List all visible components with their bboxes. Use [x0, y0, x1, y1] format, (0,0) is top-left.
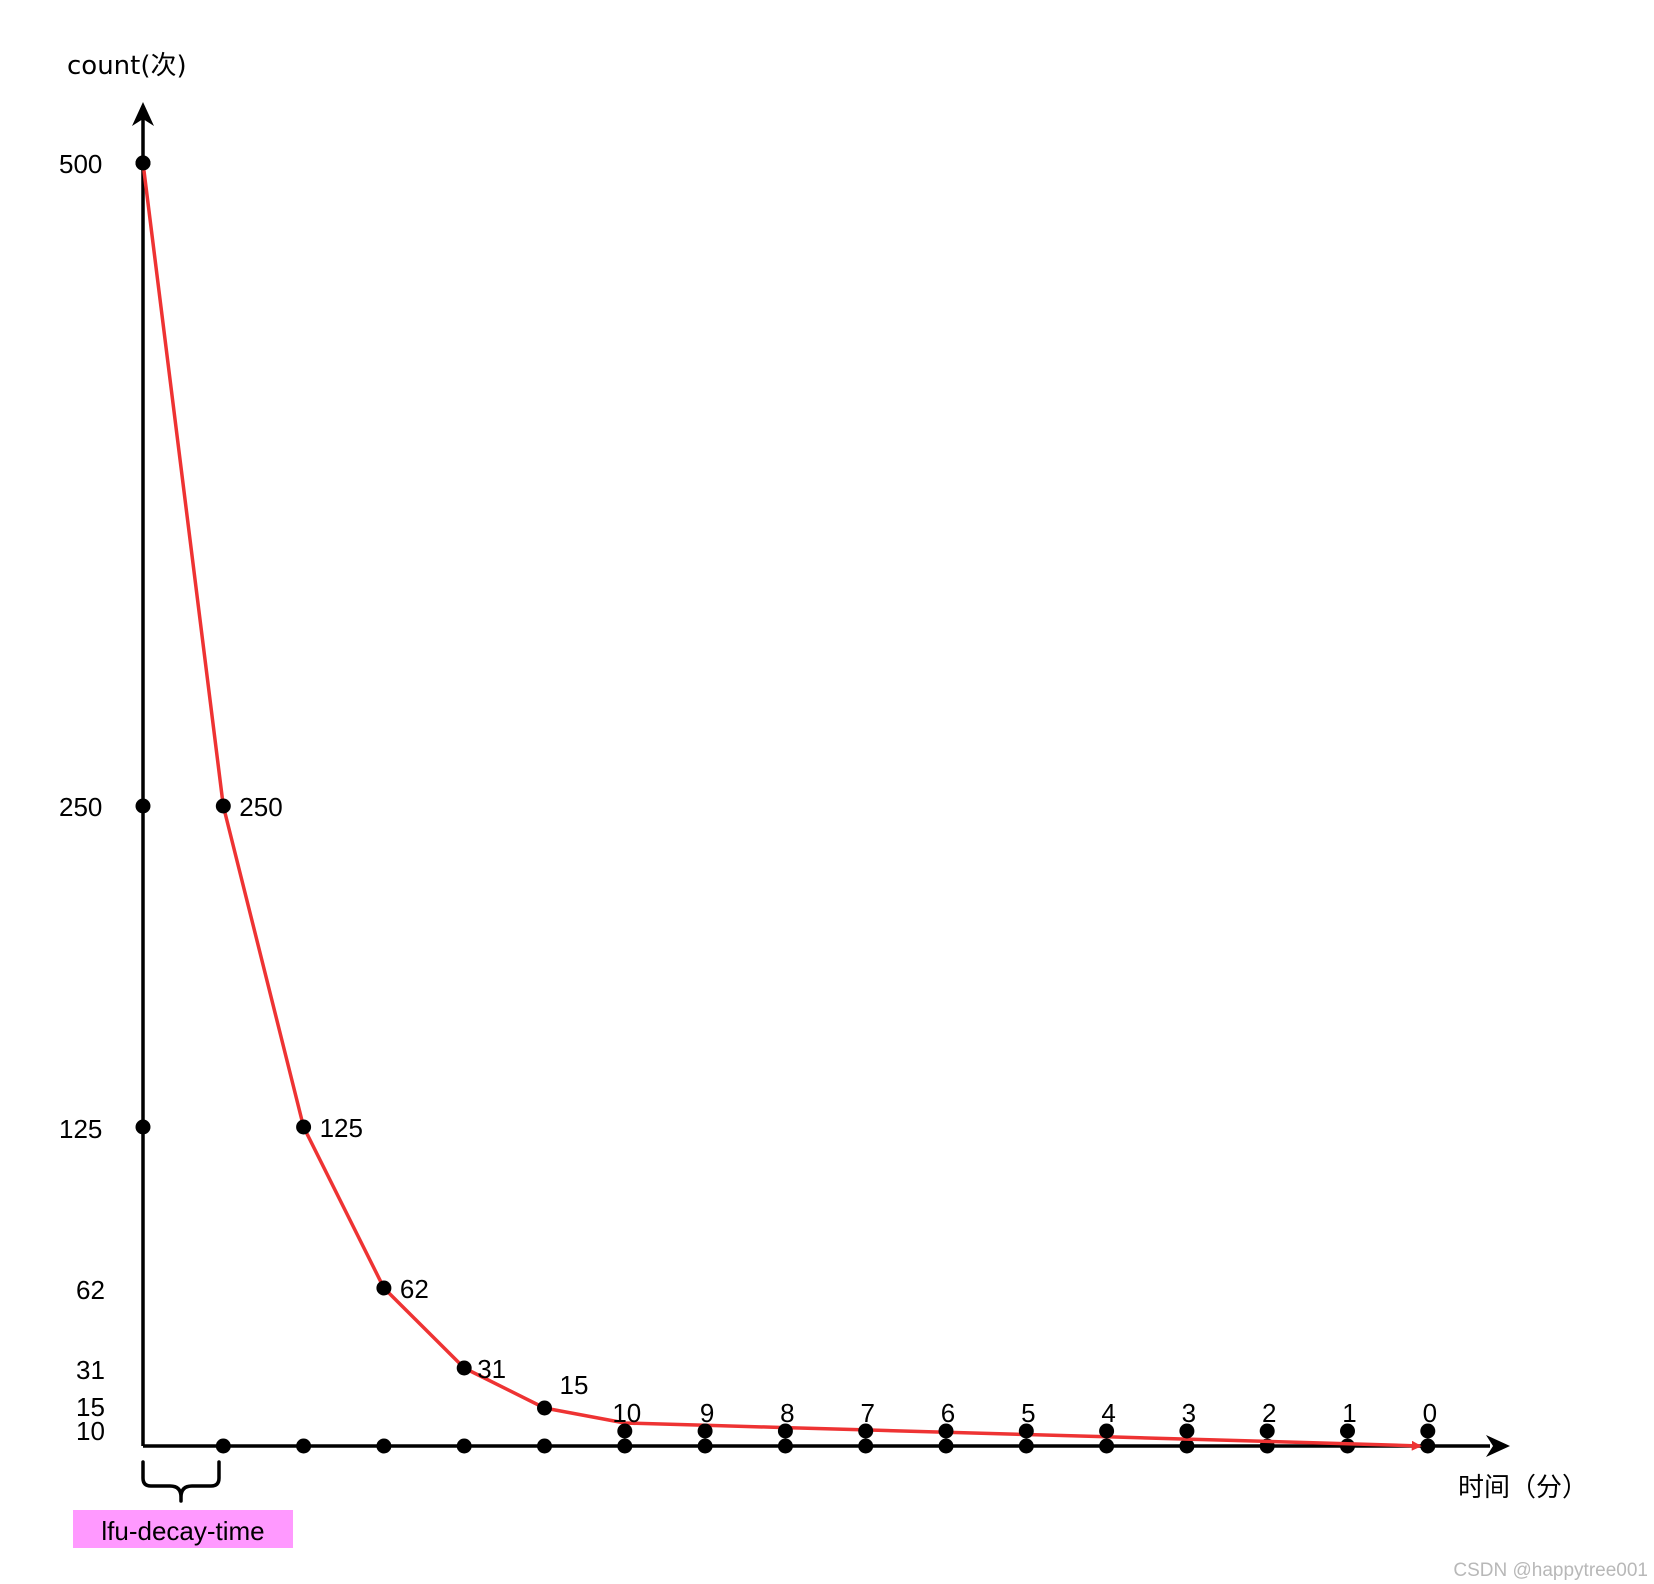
x-tick-dot [1420, 1438, 1436, 1454]
decay-curve [141, 162, 1422, 1451]
decay-time-brace [141, 1460, 221, 1503]
data-point [697, 1423, 713, 1439]
data-point [1340, 1423, 1355, 1439]
data-point-label: 5 [1021, 1398, 1035, 1428]
data-point [617, 1423, 633, 1439]
y-tick-label: 15 [76, 1392, 105, 1422]
y-tick-dot [135, 1119, 151, 1135]
y-tick-dot [135, 798, 151, 814]
x-tick-dot [858, 1438, 874, 1454]
x-axis-arrowhead [1486, 1435, 1510, 1457]
data-point [1179, 1423, 1195, 1439]
x-tick-dot [296, 1438, 312, 1454]
data-point [1099, 1423, 1115, 1439]
x-tick-dot [1340, 1438, 1355, 1454]
data-point-label: 7 [860, 1398, 874, 1428]
data-point [938, 1423, 954, 1439]
data-point [1420, 1423, 1436, 1439]
x-tick-dot [215, 1438, 231, 1454]
data-point-label: 1 [1342, 1398, 1356, 1428]
y-tick-label: 10 [76, 1416, 105, 1446]
decay-time-label: lfu-decay-time [101, 1516, 264, 1546]
data-point-label: 2 [1262, 1398, 1276, 1428]
y-tick-labels: 500 250 125 62 31 15 10 [59, 149, 105, 1446]
data-point [296, 1119, 312, 1135]
data-point [1259, 1423, 1275, 1439]
data-point [215, 798, 231, 814]
data-point-label: 0 [1423, 1398, 1437, 1428]
y-tick-label: 62 [76, 1275, 105, 1305]
data-point-label: 62 [400, 1274, 429, 1304]
data-point [1018, 1423, 1034, 1439]
y-tick-label: 31 [76, 1355, 105, 1385]
y-tick-label: 250 [59, 792, 102, 822]
y-axis-title: count(次) [67, 51, 187, 81]
x-tick-dot [456, 1438, 472, 1454]
x-tick-dot [1179, 1438, 1195, 1454]
x-tick-dot [376, 1438, 392, 1454]
x-tick-dot [537, 1438, 552, 1454]
x-tick-dot [697, 1438, 713, 1454]
y-axis-arrowhead [132, 102, 154, 126]
data-point-label: 10 [612, 1398, 641, 1428]
data-point-label: 31 [477, 1354, 506, 1384]
data-point-label: 125 [320, 1113, 363, 1143]
x-tick-dot [938, 1438, 954, 1454]
x-tick-dot [777, 1438, 793, 1454]
data-point-label: 3 [1182, 1398, 1196, 1428]
data-point-label: 15 [560, 1370, 589, 1400]
data-point-label: 6 [941, 1398, 955, 1428]
x-axis-title: 时间（分） [1458, 1473, 1588, 1503]
x-tick-dot [617, 1438, 633, 1454]
data-point-label: 4 [1101, 1398, 1115, 1428]
data-point [456, 1360, 472, 1376]
y-tick-label: 500 [59, 149, 102, 179]
data-point [858, 1423, 874, 1439]
y-tick-label: 125 [59, 1114, 102, 1144]
data-points [135, 155, 1436, 1439]
data-point [135, 155, 151, 171]
decay-time-label-box [73, 1510, 293, 1548]
data-point [376, 1280, 392, 1296]
data-point [537, 1400, 552, 1416]
data-point-label: 250 [239, 792, 282, 822]
x-tick-dot [1018, 1438, 1034, 1454]
data-point-label: 8 [780, 1398, 794, 1428]
data-point-label: 9 [700, 1398, 714, 1428]
x-axis-dots [215, 1438, 1436, 1454]
watermark: CSDN @happytree001 [1453, 1560, 1648, 1581]
x-tick-dot [1099, 1438, 1115, 1454]
data-point [777, 1423, 793, 1439]
